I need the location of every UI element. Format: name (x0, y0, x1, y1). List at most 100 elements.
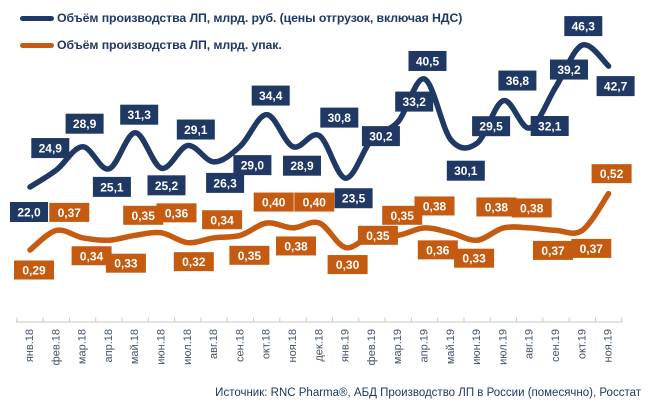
data-label-box (14, 260, 54, 280)
x-axis-label: окт.18 (261, 329, 273, 359)
x-axis-label: дек.18 (313, 329, 325, 362)
data-label-value: 30,1 (454, 164, 478, 178)
x-axis-label: июл.19 (497, 329, 509, 365)
legend-item-rub: Объём производства ЛП, млрд. руб. (цены … (20, 9, 462, 27)
legend-label-pack: Объём производства ЛП, млрд. упак. (57, 38, 282, 52)
data-label-value: 29,0 (241, 159, 265, 173)
data-label-box (253, 192, 294, 212)
x-axis-label: май.18 (129, 329, 141, 364)
data-label-box (408, 50, 447, 71)
legend-line-rub-icon (20, 15, 54, 21)
data-label-box (533, 240, 573, 260)
data-label-box (176, 119, 215, 140)
data-label-value: 25,2 (155, 179, 179, 193)
data-label-box (156, 203, 197, 223)
x-axis-label: ноя.19 (603, 329, 615, 362)
data-label-value: 0,38 (284, 239, 308, 253)
data-label-value: 0,32 (182, 255, 206, 269)
data-label-box (147, 175, 186, 196)
data-label-value: 0,35 (238, 249, 262, 263)
data-label-box (206, 172, 245, 193)
data-label-value: 0,34 (210, 213, 234, 227)
data-label-box (414, 196, 455, 216)
data-label-box (382, 205, 423, 225)
data-label-value: 0,37 (541, 244, 565, 258)
data-label-box (320, 107, 359, 128)
data-label-value: 0,29 (22, 264, 46, 278)
data-label-value: 34,4 (259, 89, 283, 103)
x-axis-label: сен.18 (234, 329, 246, 362)
x-axis-label: янв.18 (24, 329, 36, 362)
data-label-value: 0,36 (426, 243, 450, 257)
data-label-value: 0,37 (580, 242, 604, 256)
data-label-value: 42,7 (604, 80, 628, 94)
data-label-box (233, 155, 272, 176)
data-label-value: 25,1 (100, 180, 124, 194)
data-label-box (454, 248, 495, 268)
data-label-value: 0,30 (336, 258, 360, 272)
data-label-box (229, 245, 270, 265)
data-label-box (105, 253, 146, 273)
x-axis-label: мар.18 (77, 329, 89, 364)
data-label-box (327, 255, 368, 275)
data-label-box (49, 202, 90, 222)
data-label-box (251, 85, 290, 106)
data-label-box (202, 210, 243, 230)
data-label-value: 40,5 (416, 54, 440, 68)
data-label-box (571, 238, 612, 258)
data-label-value: 0,35 (391, 209, 415, 223)
x-axis-label: мар.19 (392, 329, 404, 364)
data-label-value: 22,0 (17, 206, 41, 220)
data-label-value: 0,52 (600, 167, 624, 181)
data-label-value: 24,9 (39, 142, 63, 156)
data-label-box (334, 188, 373, 209)
x-axis-label: янв.19 (340, 329, 352, 362)
series-line-pack (27, 190, 612, 253)
data-label-value: 39,2 (557, 63, 581, 77)
legend-line-pack-icon (20, 42, 54, 48)
data-label-box (173, 252, 214, 272)
series-line-rub (27, 42, 612, 190)
data-label-value: 30,8 (328, 111, 352, 125)
x-axis-label: апр.18 (103, 329, 115, 362)
x-axis-label: авг.18 (208, 329, 220, 359)
data-label-value: 0,34 (80, 249, 104, 263)
data-label-value: 0,35 (366, 229, 390, 243)
x-axis-label: фев.18 (50, 329, 62, 365)
data-label-box (31, 138, 70, 159)
data-label-value: 0,37 (58, 206, 82, 220)
data-label-box (283, 155, 321, 176)
data-label-box (123, 205, 164, 225)
x-axis-label: май.19 (445, 329, 457, 364)
data-label-box (92, 176, 131, 197)
legend-label-rub: Объём производства ЛП, млрд. руб. (цены … (57, 11, 463, 25)
data-label-box (10, 202, 48, 222)
x-axis-label: сен.19 (550, 329, 562, 362)
data-label-box (476, 197, 517, 217)
data-label-box (498, 70, 537, 91)
data-label-value: 29,5 (479, 120, 503, 134)
x-axis-label: апр.19 (419, 329, 431, 362)
data-label-value: 0,35 (132, 209, 156, 223)
data-label-value: 23,5 (342, 192, 366, 206)
data-label-value: 31,3 (128, 108, 152, 122)
data-label-value: 0,36 (165, 206, 189, 220)
data-label-box (276, 236, 316, 256)
data-label-value: 0,33 (114, 257, 138, 271)
data-label-box (591, 164, 632, 184)
x-axis-label: июн.18 (156, 329, 168, 365)
source-note: Источник: RNC Pharma®, АБД Производство … (215, 387, 641, 399)
data-label-value: 0,38 (520, 201, 544, 215)
data-label-box (417, 240, 458, 260)
data-label-box (357, 225, 398, 245)
data-label-value: 46,3 (572, 20, 596, 34)
data-label-value: 0,40 (262, 196, 286, 210)
x-axis-label: фев.19 (366, 329, 378, 365)
data-label-box (65, 113, 104, 134)
data-label-value: 28,9 (73, 117, 97, 131)
legend-item-pack: Объём производства ЛП, млрд. упак. (20, 36, 462, 54)
data-label-box (472, 116, 511, 137)
x-axis-label: авг.19 (524, 329, 536, 359)
data-label-value: 29,1 (184, 123, 208, 137)
